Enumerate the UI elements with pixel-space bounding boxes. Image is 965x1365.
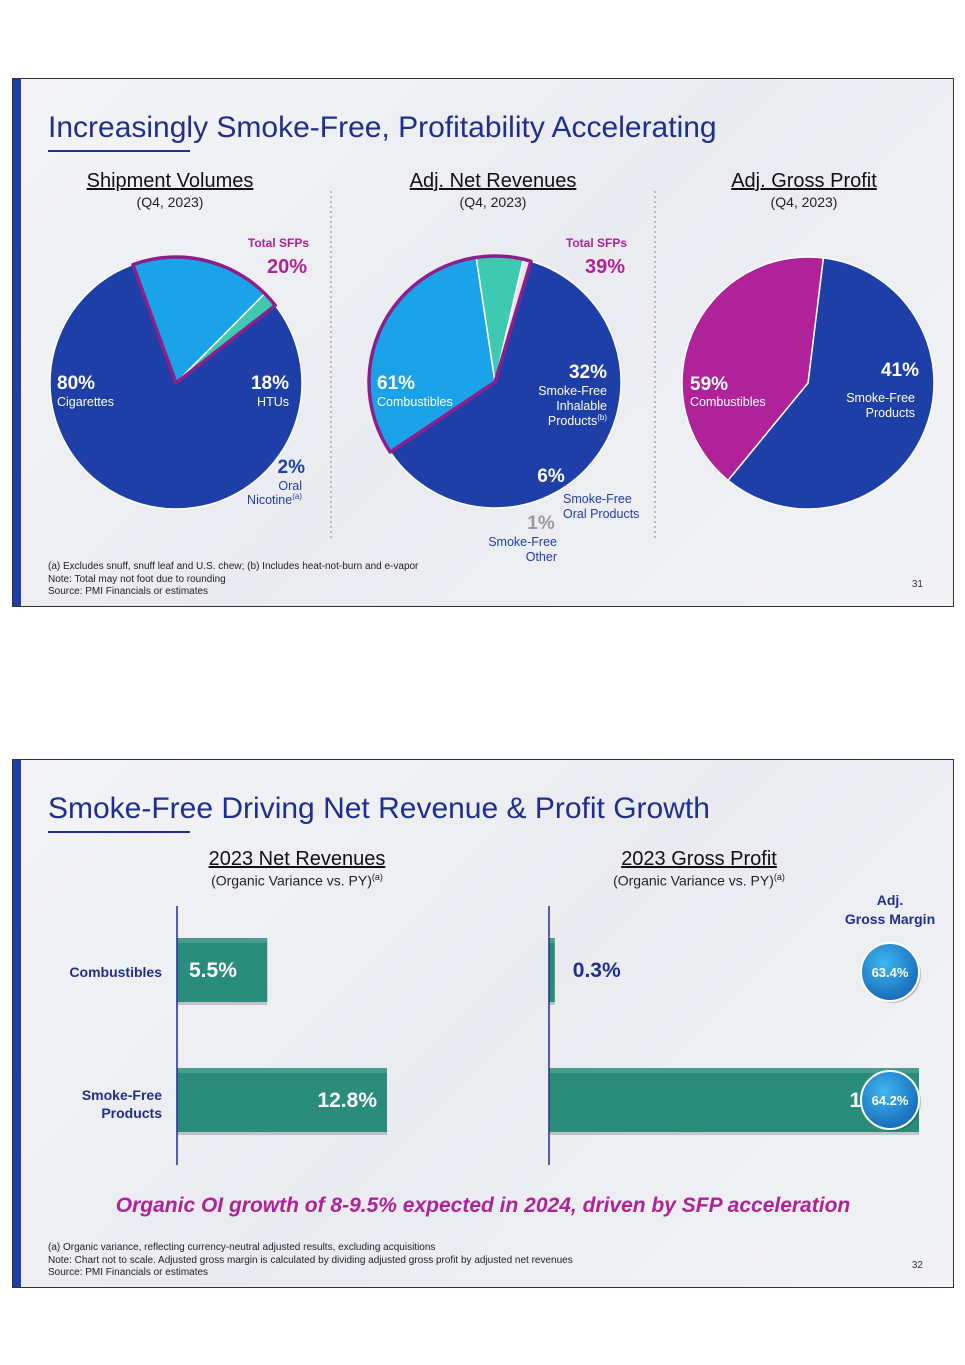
pie2-sfp-outline: [367, 254, 533, 454]
pie2-subtitle: (Q4, 2023): [459, 194, 527, 210]
pie1-category-label: Oral: [278, 479, 302, 493]
footnote-1: (a) Excludes snuff, snuff leaf and U.S. …: [48, 561, 419, 572]
pie2-category-label: Other: [526, 550, 557, 564]
pie1-highlight-value: 20%: [267, 256, 307, 278]
pie1-slice-1: [49, 263, 303, 510]
pie2-value-label: 32%: [569, 362, 607, 383]
pie2-category-label: Smoke-Free: [538, 384, 607, 398]
bar2-subtitle: (Organic Variance vs. PY)(a): [613, 872, 785, 889]
bar-charts: Combustibles Smoke-Free Products 5.5% 12.8% 0…: [69, 892, 935, 1165]
pie3-title: Adj. Gross Profit: [731, 170, 877, 192]
category-label-combustibles: Combustibles: [69, 964, 162, 980]
footnotes: (a) Organic variance, reflecting currenc…: [48, 1242, 573, 1280]
bar2-highlight: [549, 1068, 919, 1073]
footnote-3: Source: PMI Financials or estimates: [48, 586, 209, 597]
pie2-value-label: 61%: [377, 373, 415, 394]
pie3-slice-1: [726, 257, 935, 510]
bar1-row-2: [177, 1068, 387, 1132]
margin-bubble: [860, 1070, 920, 1130]
bar1-title: 2023 Net Revenues: [208, 848, 386, 870]
pie3-value-label: 41%: [881, 360, 919, 381]
pie2-highlight-value: 39%: [585, 256, 625, 278]
pie2-category-label: Combustibles: [377, 395, 453, 409]
footnote-3: Source: PMI Financials or estimates: [48, 1267, 209, 1278]
title-underline: [48, 831, 190, 833]
callout-text: Organic OI growth of 8-9.5% expected in …: [115, 1194, 851, 1217]
pie2-value-label: 6%: [537, 466, 565, 487]
pie3-category-label: Products: [866, 406, 915, 420]
footnote-1: (a) Organic variance, reflecting currenc…: [48, 1242, 436, 1253]
bar2-row-2: [549, 1068, 919, 1132]
pie3-category-label: Combustibles: [690, 395, 766, 409]
footnotes: (a) Excludes snuff, snuff leaf and U.S. …: [48, 561, 418, 599]
pie3-slice-2: [681, 256, 825, 482]
pie1-value-label: 2%: [278, 457, 306, 478]
margin-bubble: [860, 942, 920, 1002]
bar2-value-label: 0.3%: [573, 959, 621, 982]
pie1-value-label: 80%: [57, 373, 95, 394]
slide-31: Increasingly Smoke-Free, Profitability A…: [12, 78, 954, 607]
pie2-slice-1: [389, 260, 622, 509]
bar1-highlight: [177, 1068, 387, 1073]
footnote-2: Note: Total may not foot due to rounding: [48, 573, 226, 585]
pie2-category-label: Products(b): [548, 413, 607, 428]
bar2-title: 2023 Gross Profit: [621, 848, 777, 870]
page-number: 32: [911, 1260, 923, 1271]
pie3-category-label: Smoke-Free: [846, 391, 915, 405]
pie1-sfp-outline: [131, 255, 278, 385]
slide-accent-bar: [13, 760, 21, 1287]
slide-title: Smoke-Free Driving Net Revenue & Profit …: [48, 792, 710, 825]
bar1-value-label: 12.8%: [317, 1089, 377, 1112]
margin-value-label: 63.4%: [872, 965, 909, 980]
bar1-row-1: [177, 938, 268, 1002]
pie1-category-label: Cigarettes: [57, 395, 114, 409]
bar2-highlight: [549, 938, 555, 943]
category-label-smoke-free: Products: [101, 1105, 162, 1121]
slide-title: Increasingly Smoke-Free, Profitability A…: [48, 111, 717, 144]
pie2-category-label: Smoke-Free: [488, 535, 557, 549]
bar1-value-label: 5.5%: [189, 959, 237, 982]
footnote-2: Note: Chart not to scale. Adjusted gross…: [48, 1254, 573, 1266]
pie1-category-label: Nicotine(a): [247, 492, 302, 507]
margin-header: Adj.: [877, 892, 903, 908]
category-label-smoke-free: Smoke-Free: [82, 1087, 162, 1103]
slide-accent-bar: [13, 79, 21, 606]
bar1-subtitle: (Organic Variance vs. PY)(a): [211, 872, 383, 889]
pie2-category-label: Oral Products: [563, 507, 639, 521]
pie2-title: Adj. Net Revenues: [409, 170, 577, 192]
pie1-highlight-label: Total SFPs: [248, 236, 309, 250]
pie1-title: Shipment Volumes: [86, 170, 254, 192]
title-underline: [48, 150, 190, 152]
margin-header: Gross Margin: [845, 911, 935, 927]
bar1-highlight: [177, 938, 268, 943]
pie3-subtitle: (Q4, 2023): [770, 194, 838, 210]
pie2-category-label: Inhalable: [556, 399, 607, 413]
pie1-subtitle: (Q4, 2023): [136, 194, 204, 210]
bar2-row-1: [549, 938, 555, 1002]
pie2-value-label: 1%: [527, 513, 555, 534]
margin-value-label: 64.2%: [872, 1093, 909, 1108]
pie2-category-label: Smoke-Free: [563, 492, 632, 506]
pie1-category-label: HTUs: [257, 395, 289, 409]
pie3-value-label: 59%: [690, 374, 728, 395]
pie2-highlight-label: Total SFPs: [566, 236, 627, 250]
page-number: 31: [911, 579, 923, 590]
pie1-value-label: 18%: [251, 373, 289, 394]
slide-32: Smoke-Free Driving Net Revenue & Profit …: [12, 759, 954, 1288]
